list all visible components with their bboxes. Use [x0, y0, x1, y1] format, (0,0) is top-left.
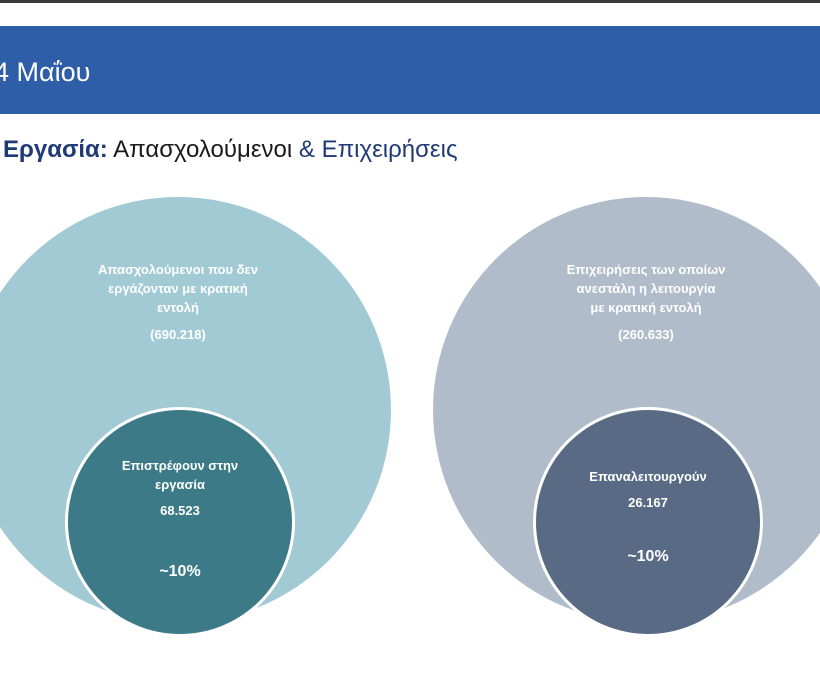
top-rule: [0, 0, 820, 3]
slide-title: 4 Μαΐου: [0, 57, 91, 87]
employees-outer-label: Απασχολούμενοι που δεν εργάζονταν με κρα…: [63, 260, 293, 344]
businesses-inner-label: Επαναλειτουργούν 26.167: [548, 467, 748, 512]
businesses-outer-value: (260.633): [618, 327, 674, 342]
businesses-outer-label: Επιχειρήσεις των οποίων ανεστάλη η λειτο…: [531, 260, 761, 344]
businesses-outer-line-1: Επιχειρήσεις των οποίων: [566, 262, 726, 277]
businesses-outer-line-3: με κρατική εντολή: [590, 300, 702, 315]
employees-inner-line-1: Επιστρέφουν στην: [121, 458, 239, 473]
subtitle-businesses: Επιχειρήσεις: [314, 136, 458, 163]
employees-inner-circle: [65, 407, 295, 637]
employees-outer-line-1: Απασχολούμενοι που δεν: [98, 262, 258, 277]
employees-outer-line-3: εντολή: [157, 300, 199, 315]
businesses-inner-percent: ~10%: [627, 548, 669, 565]
businesses-inner-circle: [533, 407, 763, 637]
employees-inner-label: Επιστρέφουν στην εργασία 68.523: [80, 456, 280, 520]
subtitle-topic: Εργασία:: [3, 136, 108, 163]
employees-inner-value: 68.523: [160, 503, 200, 518]
businesses-inner-line-1: Επαναλειτουργούν: [589, 469, 707, 484]
employees-outer-value: (690.218): [150, 327, 206, 342]
subtitle-ampersand: &: [298, 136, 315, 163]
businesses-outer-line-2: ανεστάλη η λειτουργία: [576, 281, 716, 296]
subtitle: Εργασία: Απασχολούμενοι & Επιχειρήσεις: [3, 134, 458, 166]
businesses-inner-value: 26.167: [628, 495, 668, 510]
subtitle-employees: Απασχολούμενοι: [107, 136, 299, 163]
employees-outer-line-2: εργάζονταν με κρατική: [108, 281, 248, 296]
employees-inner-line-2: εργασία: [155, 477, 205, 492]
header-band: [0, 26, 820, 114]
employees-inner-percent: ~10%: [159, 563, 201, 580]
